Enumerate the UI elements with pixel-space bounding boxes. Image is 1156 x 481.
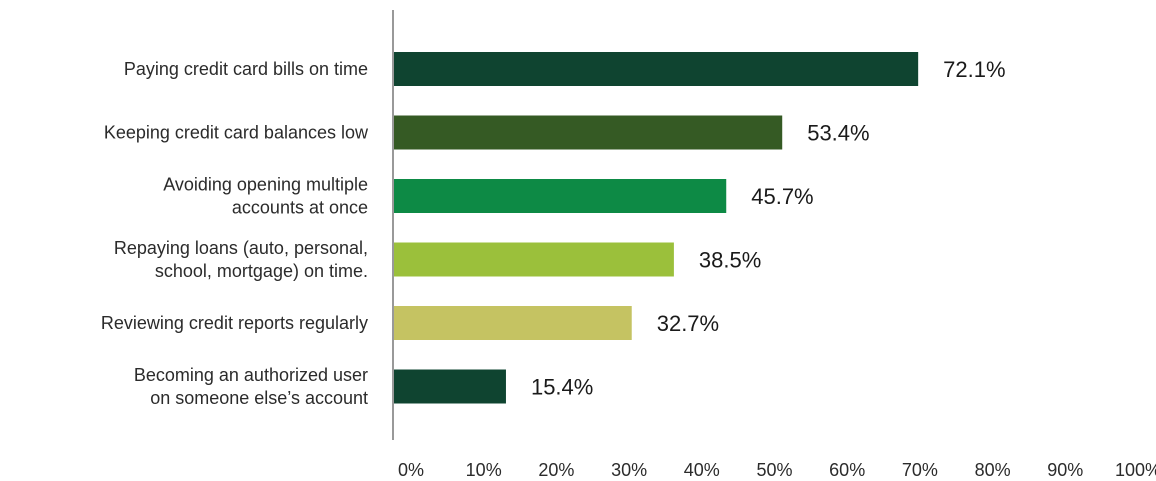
- x-tick-label: 50%: [756, 460, 792, 480]
- bar: [394, 242, 674, 277]
- bar: [394, 306, 632, 340]
- value-label: 32.7%: [657, 311, 719, 336]
- category-label: Keeping credit card balances low: [104, 123, 369, 143]
- value-label: 38.5%: [699, 248, 761, 273]
- category-label: Repaying loans (auto, personal, school, m…: [114, 238, 368, 281]
- x-tick-label: 20%: [538, 460, 574, 480]
- category-label: Paying credit card bills on time: [124, 59, 368, 79]
- x-tick-label: 0%: [398, 460, 424, 480]
- bar: [394, 369, 506, 404]
- bars-group: 72.1% Paying credit card bills on time 53.…: [101, 52, 1006, 408]
- value-label: 53.4%: [807, 121, 869, 146]
- category-label: Becoming an authorized user on someone el…: [134, 365, 368, 408]
- category-label: Avoiding opening multiple accounts at onc…: [163, 175, 368, 218]
- bar: [394, 179, 727, 213]
- x-axis-ticks: 0% 10% 20% 30% 40% 50% 60% 70% 80% 90% 100%: [398, 460, 1156, 480]
- bar: [394, 52, 919, 86]
- category-label: Reviewing credit reports regularly: [101, 313, 368, 333]
- value-label: 45.7%: [751, 184, 813, 209]
- x-tick-label: 90%: [1047, 460, 1083, 480]
- value-label: 72.1%: [943, 57, 1005, 82]
- x-tick-label: 70%: [902, 460, 938, 480]
- x-tick-label: 10%: [466, 460, 502, 480]
- x-tick-label: 60%: [829, 460, 865, 480]
- value-label: 15.4%: [531, 375, 593, 400]
- x-tick-label: 40%: [684, 460, 720, 480]
- x-tick-label: 80%: [975, 460, 1011, 480]
- x-tick-label: 30%: [611, 460, 647, 480]
- bar: [394, 115, 783, 150]
- x-tick-label: 100%: [1115, 460, 1156, 480]
